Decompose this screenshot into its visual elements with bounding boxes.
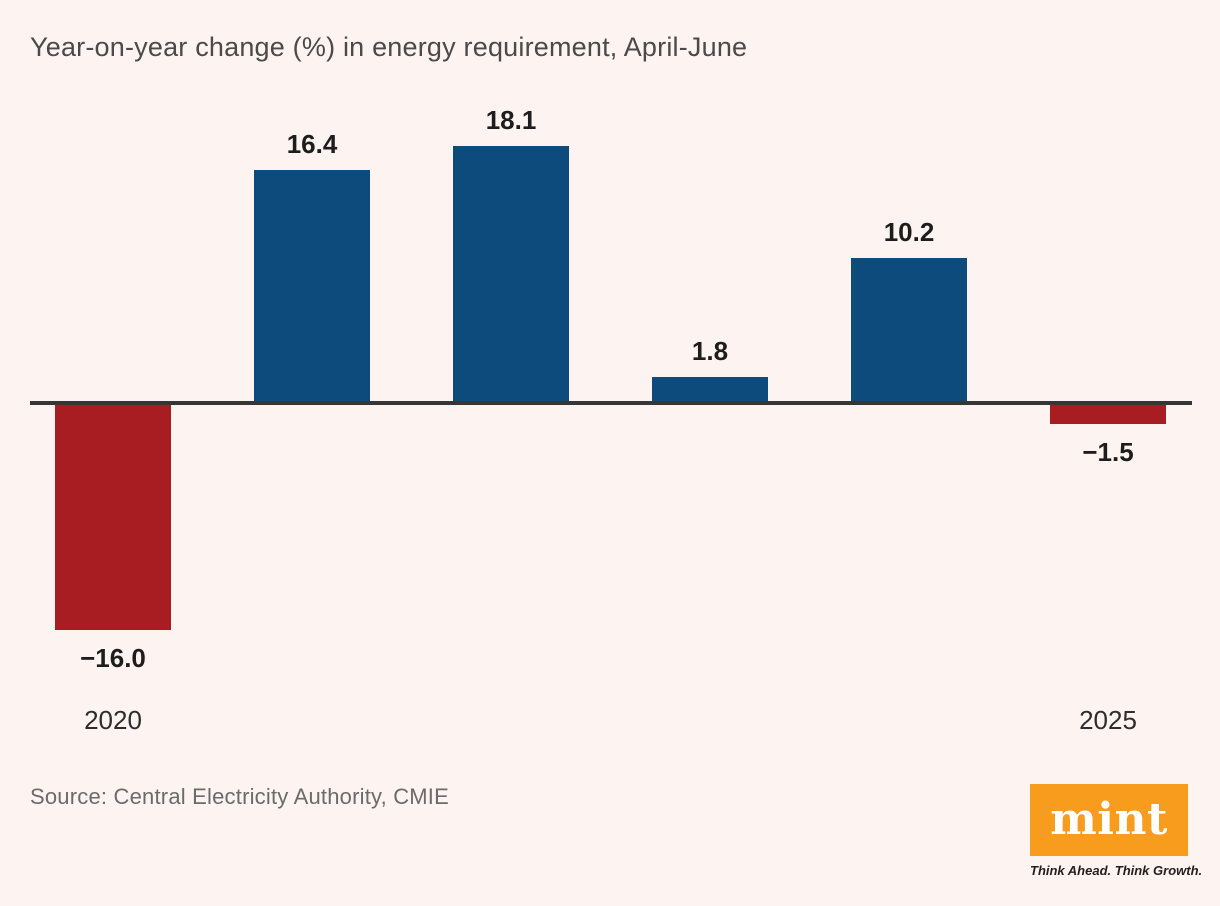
bar-2020 — [55, 403, 171, 631]
bar-value-label-2024: 10.2 — [883, 217, 935, 248]
mint-wordmark: mint — [1050, 794, 1168, 845]
x-tick-label-2020: 2020 — [84, 705, 142, 735]
mint-logo: mint Think Ahead. Think Growth. — [1030, 784, 1203, 878]
mint-tagline: Think Ahead. Think Growth. — [1030, 863, 1203, 878]
bar-chart: 2020 2025 −16.0 16.4 18.1 1.8 10.2 −1.5 — [30, 104, 1192, 735]
x-axis-line — [30, 401, 1192, 405]
bar-2021 — [254, 170, 370, 403]
bar-value-label-2021: 16.4 — [286, 129, 338, 160]
bar-2022 — [453, 145, 569, 403]
bar-2024 — [851, 258, 967, 403]
x-tick-label-2025: 2025 — [1079, 705, 1137, 735]
mint-logo-box: mint — [1030, 784, 1188, 856]
bar-2023 — [652, 377, 768, 403]
source-note: Source: Central Electricity Authority, C… — [30, 784, 449, 809]
bar-value-label-2025: −1.5 — [1082, 437, 1134, 468]
chart-title: Year-on-year change (%) in energy requir… — [30, 32, 748, 62]
bar-value-label-2020: −16.0 — [80, 643, 146, 674]
bar-value-label-2023: 1.8 — [691, 336, 729, 367]
bar-value-label-2022: 18.1 — [485, 104, 537, 135]
bar-2025 — [1050, 403, 1166, 425]
